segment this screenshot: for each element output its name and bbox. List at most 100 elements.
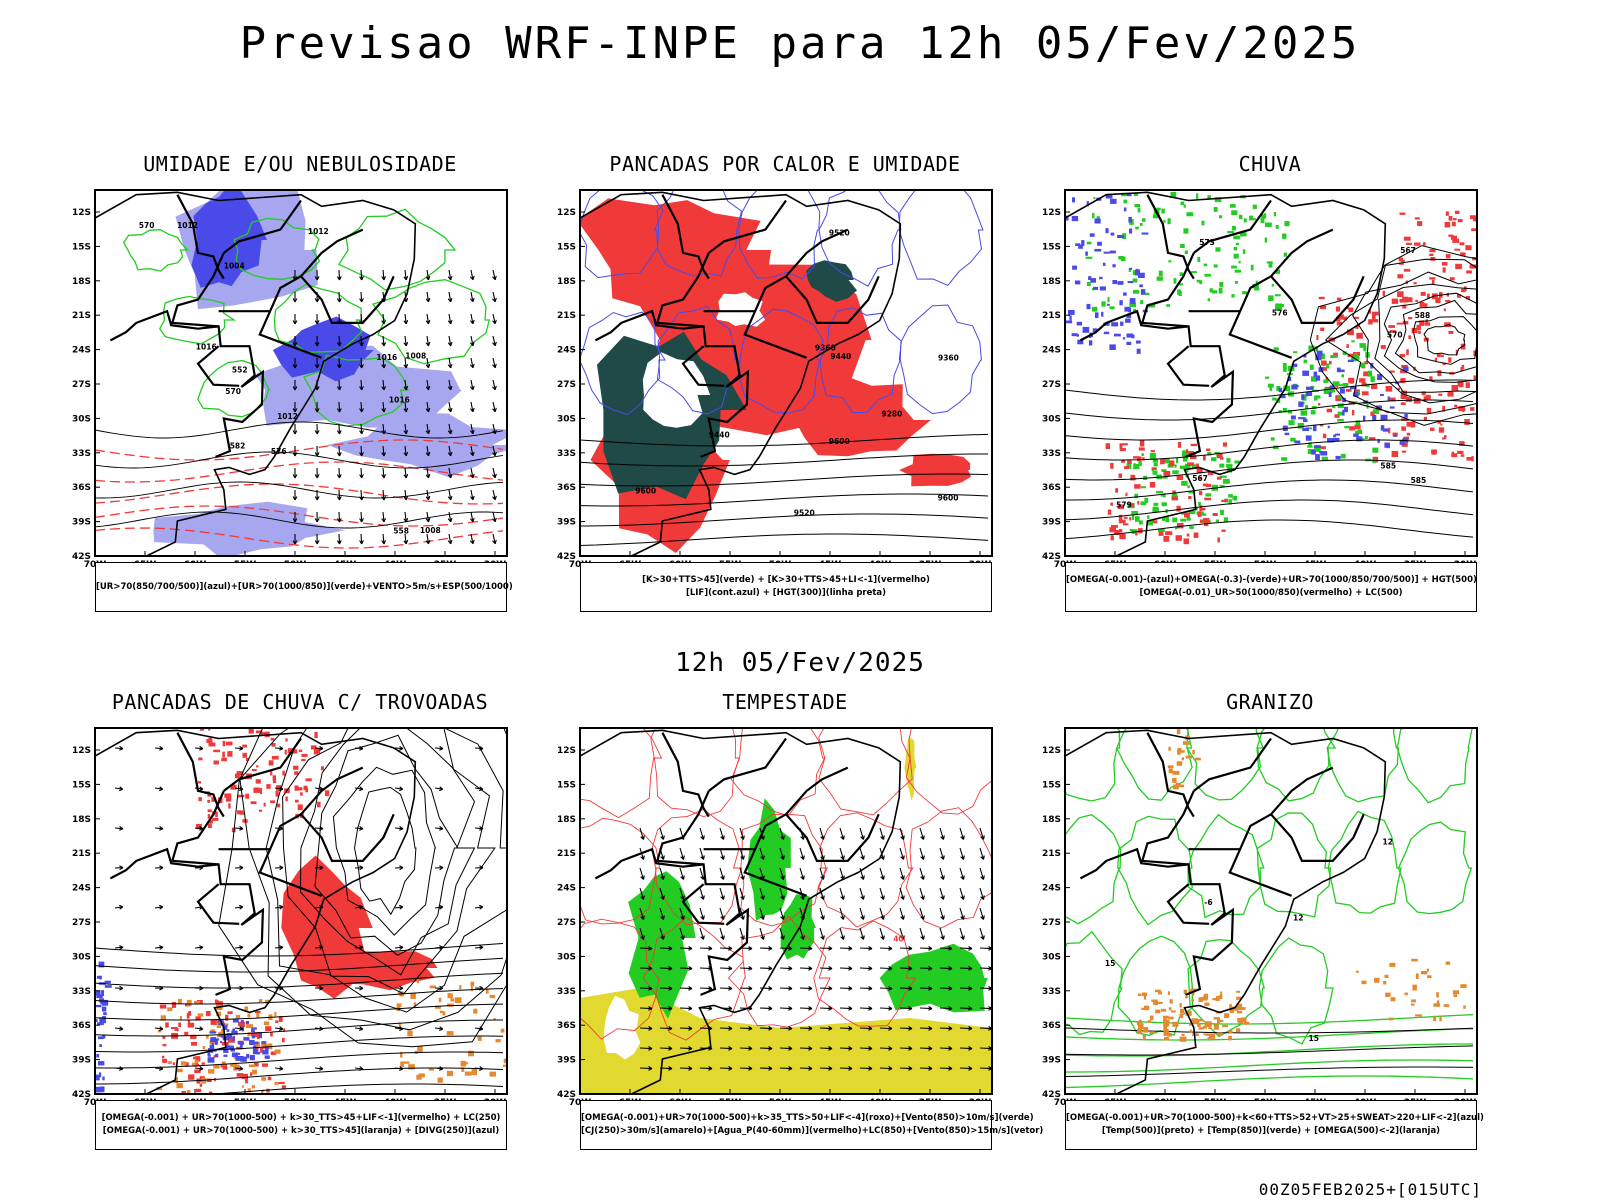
omega-orange-north — [1167, 729, 1201, 790]
contour-label: 9280 — [882, 410, 903, 419]
lat-tick-label: 30S — [72, 952, 91, 962]
temp850-band — [1065, 1059, 1474, 1073]
streamline — [95, 943, 504, 957]
thickness-contour — [95, 505, 504, 527]
cyclone-contour — [1423, 324, 1466, 356]
thickness-contour — [95, 483, 504, 505]
streamline — [206, 1083, 504, 1094]
lat-tick-label: 33S — [557, 449, 576, 459]
weather-map: 1012 1016 1012 1016 1008 1004 576 570 582 1016 100… — [72, 189, 508, 570]
anticyclone-streamline — [353, 786, 417, 916]
humidity-green-contour — [159, 295, 237, 345]
map-panel: CHUVA 585 588 585 576 579 573 570 567 567 12S 15S 18… — [1042, 152, 1545, 652]
divergence-blue — [207, 1019, 270, 1063]
lifted-index-contour — [580, 190, 664, 279]
lat-tick-label: 12S — [1042, 746, 1061, 756]
hgt500-contour — [1065, 499, 1474, 521]
lat-tick-label: 15S — [557, 780, 576, 790]
legend-line: [OMEGA(-0.01)_UR>50(1000/850)(vermelho) … — [1139, 588, 1403, 598]
contour-label: 570 — [1387, 331, 1403, 340]
precip-water-contour — [905, 728, 992, 815]
legend-line: [LIF](cont.azul) + [HGT(300)](linha pret… — [685, 588, 887, 598]
contour-label: 1008 — [405, 352, 426, 361]
legend-line: [OMEGA(-0.001) + UR>70(1000-500) + k>30_… — [102, 1126, 500, 1136]
hgt300-contour — [580, 493, 989, 507]
lat-tick-label: 33S — [72, 987, 91, 997]
map-legend: [OMEGA(-0.001) + UR>70(1000-500) + k>30_… — [95, 1100, 507, 1150]
lat-tick-label: 42S — [557, 1090, 576, 1100]
cyclone-contour — [1394, 299, 1477, 375]
country-border — [708, 199, 787, 254]
map-legend: [OMEGA(-0.001)+UR>70(1000-500)+k<60+TTS>… — [1065, 1100, 1484, 1150]
panel-title: TEMPESTADE — [722, 690, 848, 714]
storm-orange-east — [396, 979, 507, 1083]
hgt300-contour — [580, 513, 989, 527]
lat-tick-label: 30S — [72, 414, 91, 424]
contour-label: 12 — [1383, 838, 1393, 847]
map-panel: UMIDADE E/OU NEBULOSIDADE 1012 1016 1012 101… — [72, 152, 575, 652]
lat-tick-label: 33S — [1042, 987, 1061, 997]
country-border — [170, 252, 265, 458]
hgt300-contour — [580, 433, 989, 447]
temp850-band — [1065, 1043, 1473, 1057]
anticyclone-streamline — [332, 766, 437, 936]
lat-tick-label: 36S — [1042, 1021, 1061, 1031]
country-border — [661, 194, 710, 280]
lat-tick-label: 24S — [1042, 884, 1061, 894]
humidity-band-strong — [272, 316, 374, 382]
country-border — [109, 309, 219, 342]
country-border — [1166, 883, 1210, 925]
country-border — [109, 847, 219, 880]
country-border — [655, 790, 750, 996]
hgt500-contour — [1065, 459, 1474, 481]
country-border — [223, 737, 302, 792]
contour-label: 558 — [393, 526, 409, 535]
lat-tick-label: 33S — [1042, 449, 1061, 459]
temp850-contour — [1327, 810, 1402, 914]
country-border — [1140, 252, 1235, 458]
hgt500-contour — [1065, 519, 1474, 540]
hgt300-contour — [580, 453, 988, 467]
weather-map: 12S15S18S21S24S27S30S33S36S39S42S70W65W6… — [72, 727, 508, 1108]
contour-label: 1012 — [308, 227, 329, 236]
country-border — [1193, 737, 1272, 792]
anticyclone-streamline — [299, 728, 476, 976]
clear-area — [603, 995, 641, 1060]
streamline — [95, 972, 504, 989]
streamline — [95, 957, 504, 973]
contour-label: 567 — [1192, 474, 1208, 483]
anticyclone-streamline — [239, 728, 507, 1031]
precip-water-contour — [905, 807, 992, 929]
lat-tick-label: 24S — [1042, 346, 1061, 356]
lat-tick-label: 18S — [72, 277, 91, 287]
storm-red-north — [196, 728, 330, 833]
lat-tick-label: 18S — [557, 277, 576, 287]
precip-water-contour — [740, 813, 829, 927]
anticyclone-streamline — [218, 728, 507, 1048]
contour-label: 1004 — [224, 262, 245, 271]
map-frame — [579, 727, 993, 1095]
lat-tick-label: 12S — [72, 208, 91, 218]
country-border — [1193, 199, 1272, 254]
map-frame — [94, 189, 508, 557]
jet-stream-region — [580, 988, 992, 1094]
country-border — [661, 732, 710, 818]
lat-tick-label: 21S — [557, 849, 576, 859]
lat-tick-label: 18S — [72, 815, 91, 825]
wind850-green-west — [628, 871, 696, 1019]
lat-tick-label: 42S — [72, 552, 91, 562]
country-border — [258, 228, 364, 359]
temp850-band — [1065, 1014, 1474, 1025]
lat-tick-label: 36S — [72, 1021, 91, 1031]
lat-tick-label: 30S — [1042, 414, 1061, 424]
country-border — [655, 252, 750, 458]
lat-tick-label: 18S — [557, 815, 576, 825]
contour-label: 1012 — [277, 412, 298, 421]
country-border — [196, 883, 240, 925]
lifted-index-contour — [818, 190, 902, 287]
country-border — [1146, 194, 1195, 280]
pressure-contour — [95, 421, 504, 439]
cyclone-contour — [1383, 292, 1477, 383]
streamline-arrows — [114, 745, 484, 1071]
